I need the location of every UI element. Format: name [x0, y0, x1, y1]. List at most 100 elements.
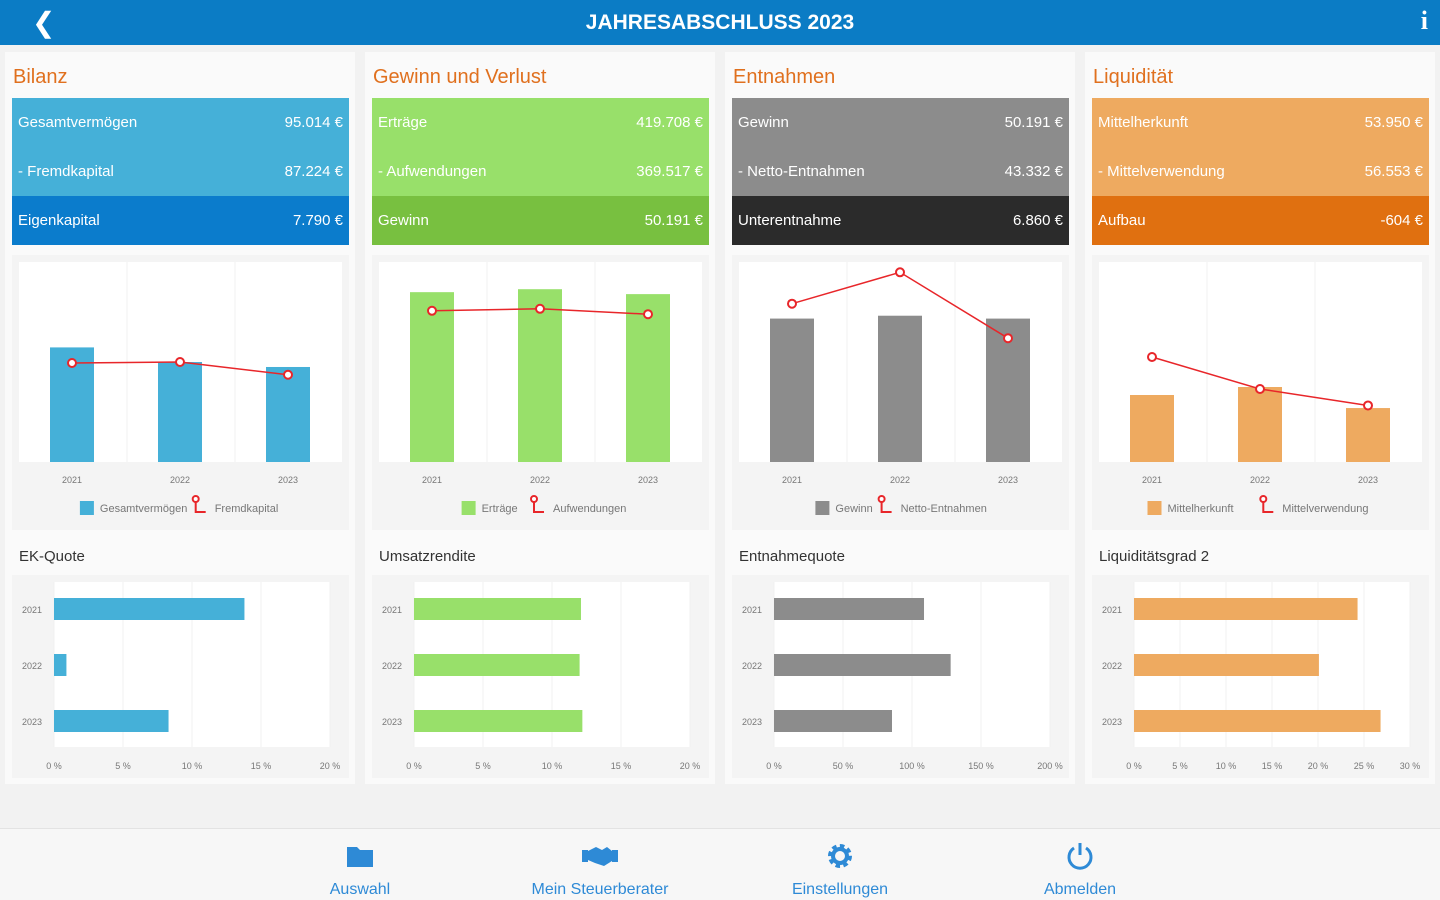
panel-title: Gewinn und Verlust [373, 66, 547, 88]
subchart-title: Liquiditätsgrad 2 [1099, 548, 1210, 565]
summary-row[interactable]: Gewinn 50.191 € [732, 98, 1069, 147]
x-tick-label: 15 % [251, 761, 272, 771]
row-value: 419.708 € [636, 114, 703, 131]
row-value: 53.950 € [1364, 114, 1423, 131]
x-tick-label: 0 % [766, 761, 782, 771]
row-value: 7.790 € [292, 212, 343, 229]
row-value: 50.191 € [1004, 114, 1063, 131]
line-point-2023 [643, 309, 653, 320]
summary-row[interactable]: - Mittelverwendung 56.553 € [1092, 147, 1429, 196]
summary-row[interactable]: Gewinn 50.191 € [372, 196, 709, 245]
hbar-2022 [54, 654, 67, 676]
line-point-2021 [427, 305, 437, 316]
x-tick-label: 150 % [968, 761, 994, 771]
summary-row[interactable]: - Aufwendungen 369.517 € [372, 147, 709, 196]
nav-label: Abmelden [1043, 881, 1117, 898]
x-tick-label: 2021 [62, 475, 82, 485]
bar-2022 [1238, 387, 1282, 462]
row-value: 56.553 € [1364, 163, 1423, 180]
hbar-2021 [414, 598, 581, 620]
nav-abmelden[interactable]: Abmelden [980, 837, 1180, 899]
bar-2021 [1130, 395, 1174, 462]
nav-auswahl[interactable]: Auswahl [260, 837, 460, 899]
summary-row[interactable]: Erträge 419.708 € [372, 98, 709, 147]
row-value: 95.014 € [284, 114, 343, 131]
row-label: Aufbau [1098, 212, 1146, 229]
line-point-2021 [787, 298, 797, 309]
x-tick-label: 2022 [170, 475, 190, 485]
x-tick-label: 15 % [611, 761, 632, 771]
x-tick-label: 20 % [680, 761, 701, 771]
folder-icon [347, 847, 373, 867]
line-point-2023 [1363, 400, 1373, 411]
bar-2023 [266, 366, 310, 462]
summary-row[interactable]: Aufbau -604 € [1092, 196, 1429, 245]
y-tick-label: 2023 [742, 717, 762, 727]
legend-label: Gesamtvermögen [100, 503, 187, 515]
hbar-2022 [1134, 654, 1319, 676]
summary-row[interactable]: Gesamtvermögen 95.014 € [12, 98, 349, 147]
summary-row[interactable]: - Fremdkapital 87.224 € [12, 147, 349, 196]
row-label: Gesamtvermögen [18, 114, 138, 131]
row-label: Gewinn [738, 114, 789, 131]
x-tick-label: 2023 [998, 475, 1018, 485]
x-tick-label: 0 % [1126, 761, 1142, 771]
line-point-2021 [1147, 352, 1157, 362]
summary-row[interactable]: Unterentnahme 6.860 € [732, 196, 1069, 245]
y-tick-label: 2022 [22, 661, 42, 671]
line-point-2023 [1003, 333, 1013, 344]
legend-label: Gewinn [835, 503, 872, 515]
subchart-title: EK-Quote [19, 548, 85, 565]
nav-label: Mein Steuerberater [531, 881, 669, 898]
legend-label: Fremdkapital [215, 503, 279, 515]
summary-row[interactable]: - Netto-Entnahmen 43.332 € [732, 147, 1069, 196]
line-point-2022 [535, 303, 545, 314]
row-label: - Fremdkapital [18, 163, 114, 180]
nav-steuerberater[interactable]: Mein Steuerberater [500, 837, 700, 899]
x-tick-label: 2023 [1358, 475, 1378, 485]
summary-row[interactable]: Eigenkapital 7.790 € [12, 196, 349, 245]
bar-2022 [878, 315, 922, 462]
x-tick-label: 5 % [115, 761, 131, 771]
x-tick-label: 20 % [320, 761, 341, 771]
gear-icon [828, 844, 852, 868]
hbar-2023 [1134, 710, 1381, 732]
legend: Gewinn Netto-Entnahmen [815, 495, 987, 515]
row-label: Mittelherkunft [1098, 114, 1189, 131]
nav-label: Einstellungen [791, 881, 889, 898]
hbar-chart: 0 % 50 % 100 % 150 % 200 % 2021 2022 2023 [732, 575, 1069, 778]
bar-2021 [410, 292, 454, 462]
legend-swatch-bar [1147, 501, 1162, 515]
panel-entnahmen: Entnahmen Gewinn 50.191 € - Netto-Entnahmen… [725, 52, 1075, 784]
y-tick-label: 2023 [382, 717, 402, 727]
panel-title: Liquidität [1093, 66, 1174, 88]
combo-chart: 2021 2022 2023 Mittelherkunft Mittelverwendu… [1092, 255, 1429, 530]
legend-label: Netto-Entnahmen [901, 503, 987, 515]
subchart-title: Entnahmequote [739, 548, 845, 565]
x-tick-label: 10 % [1216, 761, 1237, 771]
row-value: -604 € [1380, 212, 1423, 229]
info-icon[interactable]: i [1420, 6, 1428, 35]
row-label: - Netto-Entnahmen [738, 163, 865, 180]
chevron-left-icon[interactable]: ❮ [32, 7, 56, 38]
summary-row[interactable]: Mittelherkunft 53.950 € [1092, 98, 1429, 147]
legend: Mittelherkunft Mittelverwendung [1147, 495, 1369, 515]
row-label: Eigenkapital [18, 212, 100, 229]
hbar-2021 [1134, 598, 1358, 620]
y-tick-label: 2022 [382, 661, 402, 671]
nav-einstellungen[interactable]: Einstellungen [740, 837, 940, 899]
x-tick-label: 200 % [1037, 761, 1063, 771]
row-label: - Aufwendungen [378, 163, 487, 180]
x-tick-label: 2022 [1250, 475, 1270, 485]
panel-gewinn-und-verlust: Gewinn und Verlust Erträge 419.708 € - Aufw… [365, 52, 715, 784]
row-label: Erträge [378, 114, 428, 131]
x-tick-label: 0 % [46, 761, 62, 771]
legend-swatch-bar [79, 501, 94, 515]
x-tick-label: 5 % [1172, 761, 1188, 771]
y-tick-label: 2021 [22, 605, 42, 615]
hbar-chart: 0 % 5 % 10 % 15 % 20 % 2021 2022 2023 [12, 575, 349, 778]
power-icon [1067, 843, 1093, 870]
x-tick-label: 10 % [542, 761, 563, 771]
x-tick-label: 2022 [890, 475, 910, 485]
x-tick-label: 25 % [1354, 761, 1375, 771]
